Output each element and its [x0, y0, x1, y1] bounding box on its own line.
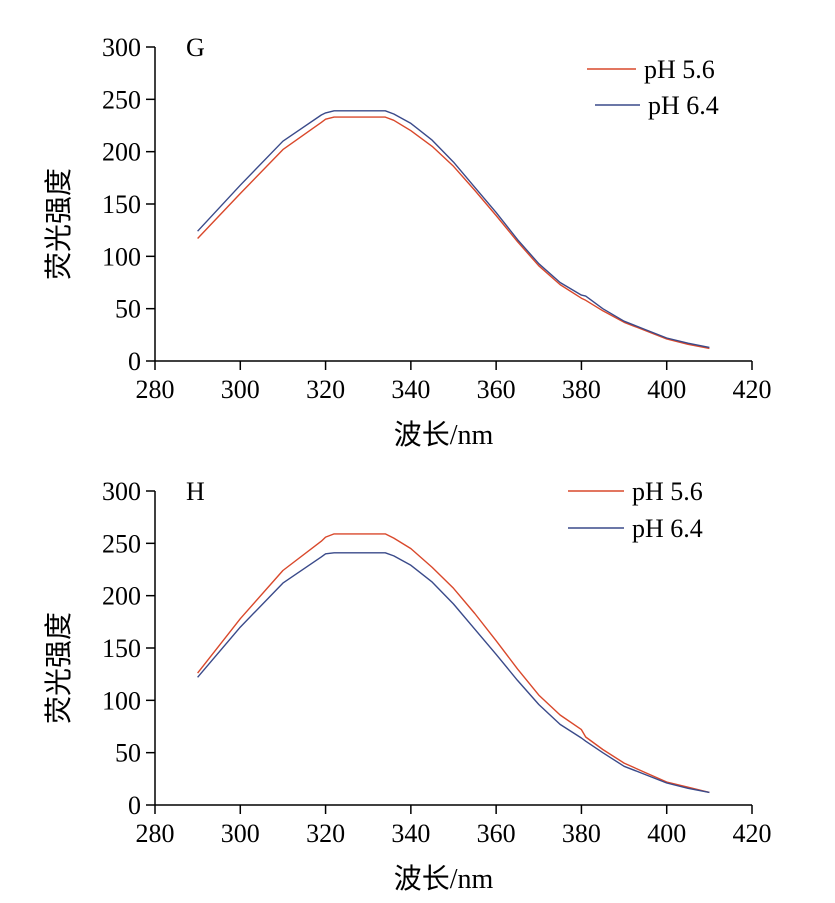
chart-panel-g: 0 50 100 150 200 250 300 280 300 320 340 360 380 400 4…: [43, 33, 772, 451]
y-tick-label: 200: [102, 582, 141, 611]
x-tick-label: 340: [391, 375, 430, 404]
x-tick-label: 380: [562, 819, 601, 848]
y-tick-label: 50: [115, 295, 141, 324]
y-tick-label: 0: [128, 347, 141, 376]
legend: pH 5.6 pH 6.4: [587, 55, 719, 120]
x-tick-label: 300: [221, 819, 260, 848]
x-axis-title: 波长/nm: [394, 419, 494, 451]
x-tick-label: 380: [562, 375, 601, 404]
series-line-ph-5.6: [197, 533, 710, 794]
y-tick-label: 200: [102, 138, 141, 167]
y-tick-label: 300: [102, 477, 141, 506]
y-tick-label: 50: [115, 739, 141, 768]
y-tick-label: 300: [102, 33, 141, 62]
x-tick-label: 420: [733, 819, 772, 848]
x-tick-label: 420: [733, 375, 772, 404]
y-tick-label: 250: [102, 529, 141, 558]
panel-label: G: [186, 33, 205, 62]
x-tick-label: 360: [477, 819, 516, 848]
y-tick-label: 100: [102, 242, 141, 271]
legend-label: pH 6.4: [648, 91, 719, 120]
x-tick-label: 340: [391, 819, 430, 848]
x-tick-label: 280: [136, 375, 175, 404]
y-tick-label: 150: [102, 190, 141, 219]
y-tick-label: 250: [102, 85, 141, 114]
panel-label: H: [186, 477, 205, 506]
x-tick-label: 320: [306, 375, 345, 404]
series-line-ph-6.4: [197, 110, 710, 349]
y-axis-title: 荧光强度: [43, 612, 75, 724]
chart-panel-h: 0 50 100 150 200 250 300 280 300 320 340 360 380 400 4…: [43, 477, 772, 895]
y-tick-label: 0: [128, 791, 141, 820]
y-axis-title: 荧光强度: [43, 168, 75, 280]
x-tick-label: 360: [477, 375, 516, 404]
legend-label: pH 5.6: [632, 477, 703, 506]
series-line-ph-5.6: [197, 116, 710, 350]
x-tick-label: 400: [647, 375, 686, 404]
legend-label: pH 6.4: [632, 514, 703, 543]
y-tick-label: 100: [102, 686, 141, 715]
x-tick-label: 320: [306, 819, 345, 848]
series-line-ph-6.4: [197, 552, 710, 794]
y-tick-label: 150: [102, 634, 141, 663]
x-tick-label: 300: [221, 375, 260, 404]
x-axis-title: 波长/nm: [394, 863, 494, 895]
x-tick-label: 280: [136, 819, 175, 848]
x-tick-label: 400: [647, 819, 686, 848]
legend-label: pH 5.6: [644, 55, 715, 84]
legend: pH 5.6 pH 6.4: [568, 477, 703, 543]
